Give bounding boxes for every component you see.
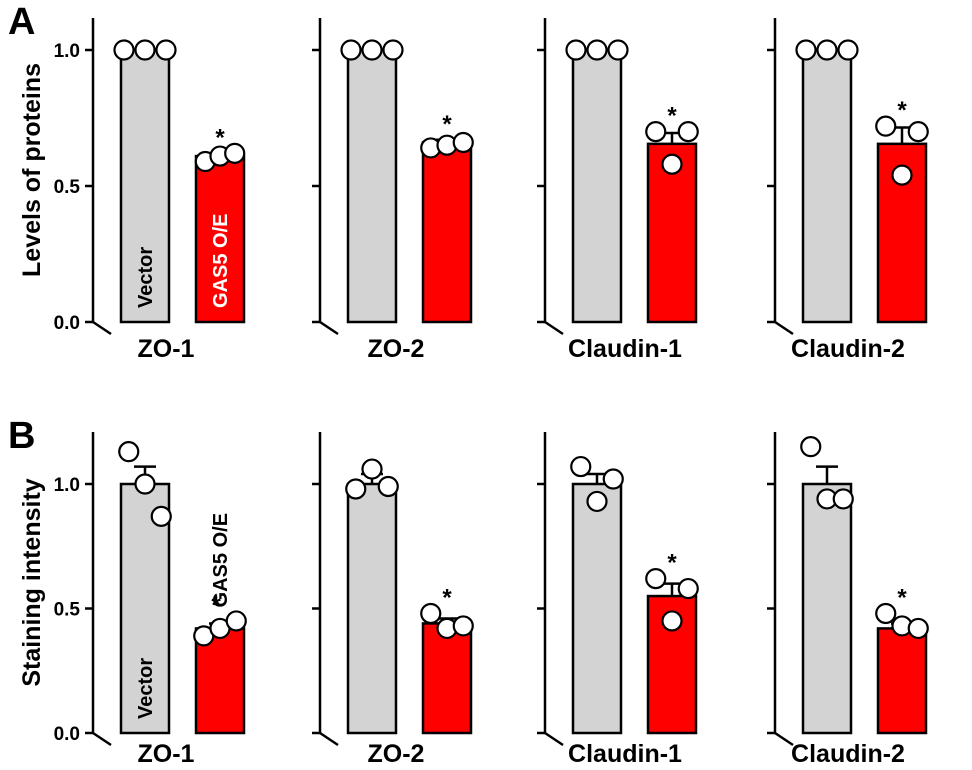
x-axis-stub-B-zo-1 bbox=[92, 731, 112, 747]
bar-label-A-gas5: GAS5 O/E bbox=[210, 214, 232, 308]
data-point-B-zo-2-1-2 bbox=[452, 615, 474, 637]
x-axis-stub-B-claudin-1 bbox=[544, 731, 564, 747]
data-point-A-claudin-2-0-2 bbox=[837, 39, 859, 61]
bar-A-zo-2-gas5 bbox=[421, 141, 473, 324]
data-point-B-claudin-2-1-2 bbox=[907, 617, 929, 640]
data-point-B-claudin-1-1-0 bbox=[645, 568, 667, 590]
data-point-B-zo-1-0-1 bbox=[134, 473, 156, 495]
bar-A-zo-1-vector bbox=[119, 48, 171, 324]
significance-star-A-zo-2: * bbox=[442, 111, 452, 138]
data-point-A-claudin-1-0-2 bbox=[607, 39, 629, 61]
y-tick-label-B-2: 1.0 bbox=[54, 475, 80, 496]
subplot-title-A-claudin-1: Claudin-1 bbox=[568, 335, 682, 363]
data-point-A-zo-2-1-2 bbox=[452, 131, 474, 154]
data-point-A-claudin-2-0-1 bbox=[816, 39, 838, 61]
data-point-A-zo-1-0-1 bbox=[134, 39, 156, 61]
significance-star-A-zo-1: * bbox=[215, 124, 225, 151]
subplot-title-B-zo-2: ZO-2 bbox=[368, 740, 425, 768]
data-point-A-zo-2-0-0 bbox=[340, 39, 362, 61]
y-tick-label-B-1: 0.5 bbox=[54, 600, 81, 621]
data-point-A-zo-1-0-2 bbox=[155, 39, 177, 61]
panel-letter-B: B bbox=[8, 415, 35, 457]
x-axis-stub-B-zo-2 bbox=[319, 731, 339, 747]
data-point-A-claudin-1-1-2 bbox=[677, 121, 699, 143]
y-tick-label-A-0: 0.0 bbox=[54, 313, 80, 334]
bar-B-zo-2-gas5 bbox=[421, 622, 473, 735]
bar-A-zo-2-vector bbox=[346, 48, 398, 324]
bar-label-A-vector: Vector bbox=[135, 247, 157, 308]
significance-star-A-claudin-1: * bbox=[667, 103, 677, 130]
data-point-B-claudin-1-1-2 bbox=[677, 577, 699, 600]
y-axis-label-A: Levels of proteins bbox=[18, 63, 46, 277]
data-point-B-claudin-2-1-0 bbox=[875, 602, 897, 625]
significance-star-B-claudin-1: * bbox=[667, 550, 677, 577]
data-point-B-zo-1-0-2 bbox=[150, 505, 172, 527]
data-point-A-zo-2-0-1 bbox=[361, 39, 383, 61]
data-point-A-claudin-2-1-2 bbox=[907, 121, 929, 143]
data-point-B-claudin-2-0-2 bbox=[832, 488, 854, 510]
data-point-B-zo-2-0-0 bbox=[345, 478, 367, 500]
data-point-A-claudin-1-1-1 bbox=[661, 153, 683, 175]
data-point-B-claudin-2-0-0 bbox=[800, 436, 822, 458]
data-point-A-claudin-2-0-0 bbox=[795, 39, 817, 61]
panel-letter-A: A bbox=[8, 1, 35, 43]
bar-A-zo-1-gas5 bbox=[194, 154, 246, 324]
data-point-A-zo-1-1-2 bbox=[224, 142, 246, 164]
data-point-A-claudin-1-0-0 bbox=[565, 39, 587, 61]
bar-B-claudin-1-vector bbox=[571, 482, 623, 735]
bar-B-claudin-2-vector bbox=[801, 482, 853, 735]
subplot-title-B-claudin-2: Claudin-2 bbox=[791, 740, 905, 768]
y-axis-label-B: Staining intensity bbox=[18, 478, 46, 686]
data-point-B-claudin-1-0-2 bbox=[602, 468, 624, 490]
data-point-A-claudin-2-1-0 bbox=[875, 115, 897, 137]
data-point-B-claudin-1-0-1 bbox=[586, 490, 608, 513]
bar-A-claudin-1-vector bbox=[571, 48, 623, 324]
data-point-B-zo-1-0-0 bbox=[118, 441, 140, 463]
y-tick-label-A-2: 1.0 bbox=[54, 41, 80, 62]
bar-label-B-vector: Vector bbox=[135, 658, 157, 719]
data-point-A-zo-1-0-0 bbox=[113, 39, 135, 61]
data-point-B-claudin-1-1-1 bbox=[661, 610, 683, 632]
y-tick-label-B-0: 0.0 bbox=[54, 724, 80, 745]
subplot-title-A-claudin-2: Claudin-2 bbox=[791, 335, 905, 363]
significance-star-B-zo-2: * bbox=[442, 584, 452, 611]
x-axis-stub-A-claudin-1 bbox=[544, 320, 564, 336]
y-tick-label-A-1: 0.5 bbox=[54, 177, 81, 198]
bar-B-zo-2-vector bbox=[346, 482, 398, 735]
subplot-title-B-zo-1: ZO-1 bbox=[138, 740, 195, 768]
data-point-B-zo-2-0-2 bbox=[377, 475, 399, 498]
data-point-B-zo-2-1-0 bbox=[420, 602, 442, 625]
bar-label-B-gas5: GAS5 O/E bbox=[210, 513, 232, 607]
data-point-A-claudin-2-1-1 bbox=[891, 164, 913, 186]
subplot-title-A-zo-1: ZO-1 bbox=[138, 335, 195, 363]
data-point-B-zo-1-1-2 bbox=[225, 610, 247, 632]
x-axis-stub-B-claudin-2 bbox=[774, 731, 794, 747]
bar-B-claudin-2-gas5 bbox=[876, 627, 928, 735]
bar-A-claudin-2-gas5 bbox=[876, 142, 928, 324]
x-axis-stub-A-zo-2 bbox=[319, 320, 339, 336]
bar-A-claudin-2-vector bbox=[801, 48, 853, 324]
data-point-B-zo-2-0-1 bbox=[361, 458, 383, 480]
data-point-A-zo-2-0-2 bbox=[382, 39, 404, 61]
subplot-title-A-zo-2: ZO-2 bbox=[368, 335, 425, 363]
x-axis-stub-A-claudin-2 bbox=[774, 320, 794, 336]
significance-star-A-claudin-2: * bbox=[897, 97, 907, 124]
subplot-title-B-claudin-1: Claudin-1 bbox=[568, 740, 682, 768]
x-axis-stub-A-zo-1 bbox=[92, 320, 112, 336]
data-point-A-claudin-1-0-1 bbox=[586, 39, 608, 61]
significance-star-B-zo-1: * bbox=[211, 592, 221, 619]
data-point-B-claudin-1-0-0 bbox=[570, 455, 592, 478]
significance-star-B-claudin-2: * bbox=[897, 584, 907, 611]
data-point-A-claudin-1-1-0 bbox=[645, 121, 667, 143]
